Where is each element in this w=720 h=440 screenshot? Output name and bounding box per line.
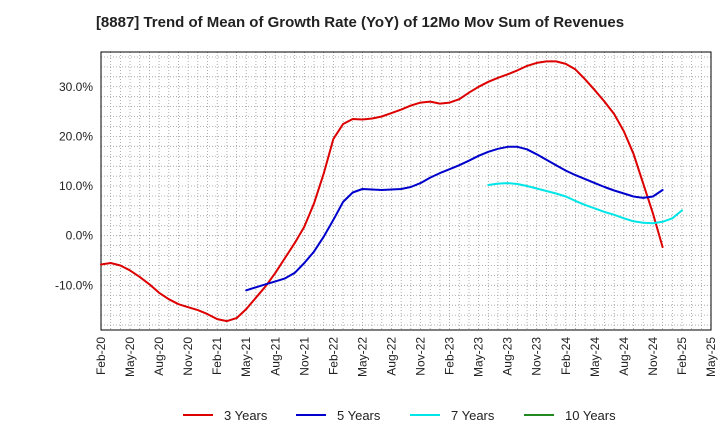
legend-label: 7 Years [451,408,495,423]
x-tick-label: Aug-23 [501,337,515,376]
x-tick-label: Feb-21 [210,337,224,375]
series-line-5-years [245,145,664,292]
plot-frame [100,51,712,331]
x-tick-label: Feb-24 [559,337,573,375]
x-tick-label: Feb-20 [94,337,108,375]
y-tick-label: 0.0% [66,229,94,243]
x-axis: Feb-20 May-20 Aug-20 Nov-20 Feb-21 May-21 Aug-… [94,337,718,377]
y-tick-label: 30.0% [59,80,93,94]
x-tick-label: Aug-21 [268,337,282,376]
y-tick-label: 20.0% [59,129,93,143]
legend-label: 5 Years [337,408,381,423]
y-tick-label: 10.0% [59,179,93,193]
x-tick-label: Aug-24 [617,337,631,376]
x-tick-label: Feb-23 [443,337,457,375]
x-tick-label: Aug-20 [152,337,166,376]
x-tick-label: Nov-24 [646,337,660,376]
x-tick-label: Feb-25 [675,337,689,375]
chart-title: [8887] Trend of Mean of Growth Rate (YoY… [95,14,625,31]
x-tick-label: Nov-23 [530,337,544,376]
x-tick-label: Nov-21 [297,337,311,376]
legend: 3 Years 5 Years 7 Years 10 Years [183,408,616,423]
series-line-3-years [100,60,664,323]
series-line-7-years [487,182,683,225]
grid-lines [101,52,711,330]
x-tick-label: May-23 [472,337,486,377]
x-tick-label: Feb-22 [326,337,340,375]
y-tick-label: -10.0% [55,278,93,292]
x-tick-label: Nov-22 [414,337,428,376]
x-tick-label: May-22 [355,337,369,377]
x-tick-label: May-20 [123,337,137,377]
legend-label: 10 Years [565,408,616,423]
x-tick-label: Nov-20 [181,337,195,376]
y-axis: -10.0% 0.0% 10.0% 20.0% 30.0% [55,80,93,293]
series-lines [100,60,683,323]
legend-label: 3 Years [224,408,268,423]
x-tick-label: May-25 [704,337,718,377]
x-tick-label: May-21 [239,337,253,377]
x-tick-label: May-24 [588,337,602,377]
x-tick-label: Aug-22 [384,337,398,376]
